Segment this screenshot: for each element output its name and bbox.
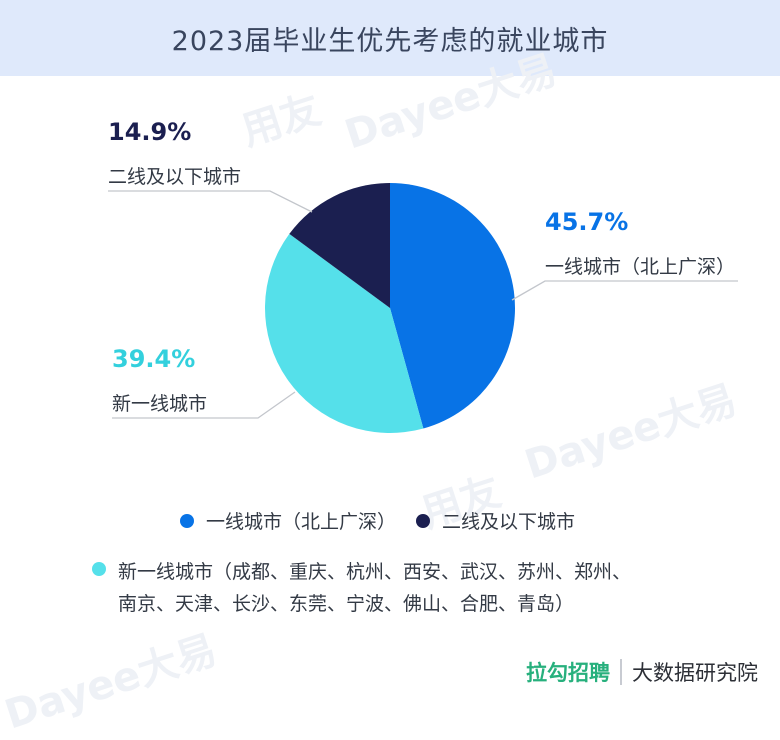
- legend-label-new-first-tier-line2: 南京、天津、长沙、东莞、宁波、佛山、合肥、青岛）: [118, 593, 575, 615]
- footer-brand: 拉勾招聘: [526, 661, 610, 685]
- leader-line-second-tier: [108, 190, 313, 213]
- chart-title: 2023届毕业生优先考虑的就业城市: [171, 25, 609, 57]
- legend-label-new-first-tier-line1: 新一线城市（成都、重庆、杭州、西安、武汉、苏州、郑州、: [118, 561, 632, 583]
- pie-slices: [264, 183, 516, 434]
- slice-value-new-first-tier: 39.4%: [112, 345, 196, 373]
- slice-label-first-tier: 一线城市（北上广深）: [545, 256, 736, 278]
- slice-value-second-tier: 14.9%: [108, 118, 192, 146]
- footer-org: 大数据研究院: [632, 661, 758, 685]
- leader-line-new-first-tier: [112, 391, 296, 419]
- legend-label-second-tier: 二线及以下城市: [442, 511, 576, 533]
- legend-item-new-first-tier: 新一线城市（成都、重庆、杭州、西安、武汉、苏州、郑州、 南京、天津、长沙、东莞、…: [92, 556, 631, 620]
- legend-dot-new-first-tier: [92, 562, 106, 576]
- pie-slice-new-first-tier: [264, 233, 424, 434]
- slice-label-second-tier: 二线及以下城市: [108, 166, 242, 188]
- legend-item-first-tier: 一线城市（北上广深）: [180, 507, 396, 534]
- leader-line-first-tier: [511, 280, 738, 301]
- leader-lines: [108, 190, 738, 419]
- pie-slice-first-tier: [390, 183, 516, 429]
- chart-header: 2023届毕业生优先考虑的就业城市: [0, 0, 780, 76]
- footer-source: 拉勾招聘 大数据研究院: [526, 657, 758, 687]
- slice-label-new-first-tier: 新一线城市: [112, 393, 208, 415]
- legend-label-first-tier: 一线城市（北上广深）: [206, 511, 397, 533]
- legend-dot-first-tier: [180, 513, 194, 528]
- pie-slice-second-tier: [289, 183, 390, 308]
- footer-divider: [620, 659, 622, 685]
- legend-item-second-tier: 二线及以下城市: [416, 507, 575, 534]
- pie-chart: [108, 183, 738, 434]
- slice-value-first-tier: 45.7%: [545, 208, 629, 236]
- legend-dot-second-tier: [416, 513, 430, 528]
